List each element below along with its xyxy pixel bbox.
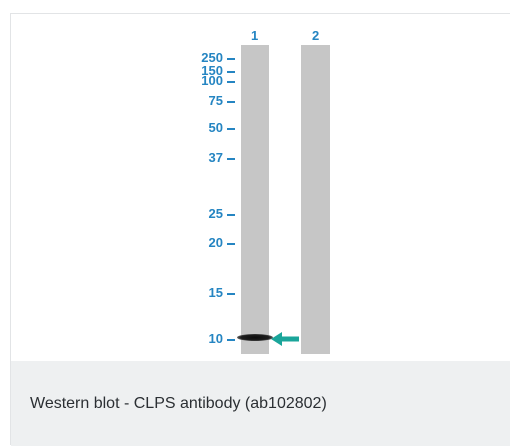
marker-tick <box>227 71 235 73</box>
figure-card: 1 2 250 150 100 75 50 37 25 20 15 10 Wes… <box>10 13 510 446</box>
marker-label: 37 <box>208 150 223 165</box>
marker-tick <box>227 214 235 216</box>
marker-tick <box>227 158 235 160</box>
marker-label: 50 <box>208 120 223 135</box>
marker-tick <box>227 293 235 295</box>
figure-caption: Western blot - CLPS antibody (ab102802) <box>30 395 327 412</box>
western-blot-image: 1 2 250 150 100 75 50 37 25 20 15 10 <box>11 14 510 360</box>
marker-label: 15 <box>208 285 223 300</box>
marker-tick <box>227 81 235 83</box>
caption-bar: Western blot - CLPS antibody (ab102802) <box>11 361 510 446</box>
marker-tick <box>227 339 235 341</box>
marker-label: 100 <box>201 73 223 88</box>
marker-tick <box>227 128 235 130</box>
lane-2-label: 2 <box>312 28 320 43</box>
lane-1 <box>241 45 269 354</box>
marker-label: 20 <box>208 235 223 250</box>
marker-tick <box>227 101 235 103</box>
marker-label: 250 <box>201 50 223 65</box>
marker-label: 75 <box>208 93 223 108</box>
lane-2 <box>301 45 330 354</box>
marker-label: 150 <box>201 63 223 78</box>
protein-band <box>237 334 273 341</box>
marker-tick <box>227 243 235 245</box>
marker-label: 25 <box>208 206 223 221</box>
marker-label: 10 <box>208 331 223 346</box>
band-arrow-icon <box>271 332 299 346</box>
marker-tick <box>227 58 235 60</box>
lane-1-label: 1 <box>251 28 259 43</box>
